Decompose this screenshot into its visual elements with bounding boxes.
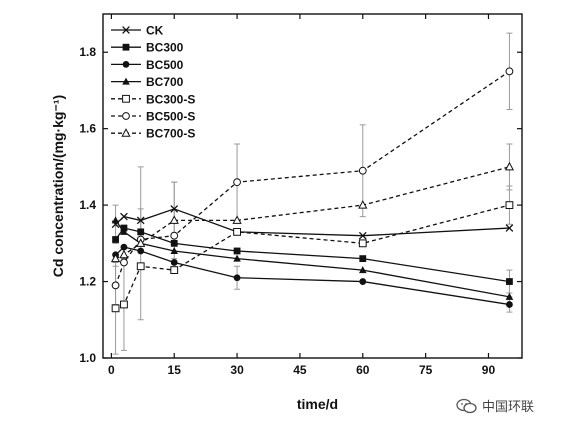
data-point-bc500 — [233, 274, 241, 282]
data-point-bc700 — [120, 227, 128, 235]
data-point-bc500 — [506, 301, 513, 308]
data-point-bc700-s — [358, 200, 368, 209]
y-tick-label: 1.4 — [79, 198, 96, 212]
data-point-bc300-s — [505, 201, 514, 210]
x-axis-label: time/d — [297, 396, 338, 412]
data-point-bc700-s — [110, 253, 121, 263]
data-point-bc300 — [170, 239, 178, 247]
data-point-bc300 — [233, 247, 241, 255]
data-point-bc700 — [358, 266, 367, 274]
data-point-ck — [136, 216, 145, 225]
wechat-icon — [456, 398, 477, 413]
legend-label-bc700-s: BC700-S — [146, 127, 195, 141]
data-point-bc300-s — [120, 300, 128, 309]
x-tick-label: 60 — [356, 363, 370, 377]
y-axis-label: Cd concentration/(mg·kg⁻¹) — [50, 95, 66, 277]
data-point-bc500 — [137, 247, 145, 255]
legend-label-bc300-s: BC300-S — [146, 92, 195, 106]
x-tick-label: 15 — [168, 363, 182, 377]
data-point-bc300 — [137, 228, 145, 236]
axes: 0 15 30 45 60 75 90 1.0 1.2 1.4 1.6 1.8 time/d Cd con… — [50, 13, 523, 412]
data-point-bc500-s — [170, 231, 179, 240]
legend-label-ck: CK — [146, 24, 164, 38]
data-point-bc300-s — [136, 262, 145, 271]
data-point-bc700-s — [119, 249, 129, 259]
legend-label-bc700: BC700 — [146, 75, 184, 89]
data-point-bc700 — [233, 254, 241, 262]
data-point-bc300 — [359, 255, 367, 263]
legend-label-bc300: BC300 — [146, 41, 184, 55]
x-tick-label: 45 — [293, 363, 307, 377]
data-point-bc300 — [506, 278, 513, 285]
data-point-ck — [170, 205, 179, 213]
series-markers — [110, 67, 515, 313]
plot-frame — [102, 13, 523, 359]
legend-marker-bc700 — [122, 77, 130, 85]
data-point-bc700 — [111, 216, 120, 224]
data-point-bc500 — [359, 278, 367, 285]
y-tick-label: 1.0 — [79, 351, 96, 365]
data-point-bc700-s — [136, 238, 146, 247]
data-point-bc500-s — [233, 178, 241, 187]
x-tick-label: 0 — [108, 363, 115, 377]
data-point-bc700 — [505, 292, 514, 300]
data-point-bc300-s — [358, 239, 367, 248]
data-point-bc500-s — [111, 281, 120, 290]
data-point-bc700-s — [504, 161, 515, 171]
data-point-bc500-s — [120, 258, 128, 267]
data-point-ck — [120, 212, 128, 221]
x-tick-label: 75 — [419, 363, 433, 377]
x-tick-label: 30 — [230, 363, 244, 377]
y-tick-label: 1.6 — [79, 122, 96, 136]
legend-marker-bc300 — [122, 43, 130, 51]
legend-label-bc500: BC500 — [146, 58, 184, 72]
data-point-bc500-s — [358, 166, 367, 175]
data-point-bc300-s — [111, 304, 120, 313]
data-point-bc700-s — [232, 215, 242, 224]
y-tick-label: 1.2 — [79, 275, 96, 289]
watermark-text: 中国环联 — [482, 400, 535, 415]
legend-marker-bc500-s — [122, 112, 130, 120]
data-point-bc300-s — [233, 227, 241, 236]
data-point-bc300-s — [170, 266, 179, 274]
data-point-bc700 — [170, 246, 179, 254]
data-point-bc500 — [120, 243, 128, 251]
data-point-bc500-s — [505, 67, 514, 76]
legend: CK BC300 BC500 BC700 BC300-S BC500-S BC700-S — [111, 24, 195, 141]
x-tick-label: 90 — [482, 363, 496, 377]
data-point-bc700-s — [169, 215, 179, 224]
y-tick-label: 1.8 — [79, 45, 96, 59]
legend-marker-bc500 — [122, 61, 130, 68]
legend-label-bc500-s: BC500-S — [146, 110, 195, 124]
watermark: 中国环联 — [456, 396, 534, 415]
legend-marker-bc300-s — [122, 94, 130, 103]
data-point-ck — [358, 231, 367, 240]
data-point-bc300 — [112, 236, 119, 243]
legend-marker-ck — [122, 26, 130, 34]
data-point-ck — [505, 224, 514, 232]
data-point-bc500 — [170, 259, 178, 266]
legend-marker-bc700-s — [121, 128, 131, 137]
